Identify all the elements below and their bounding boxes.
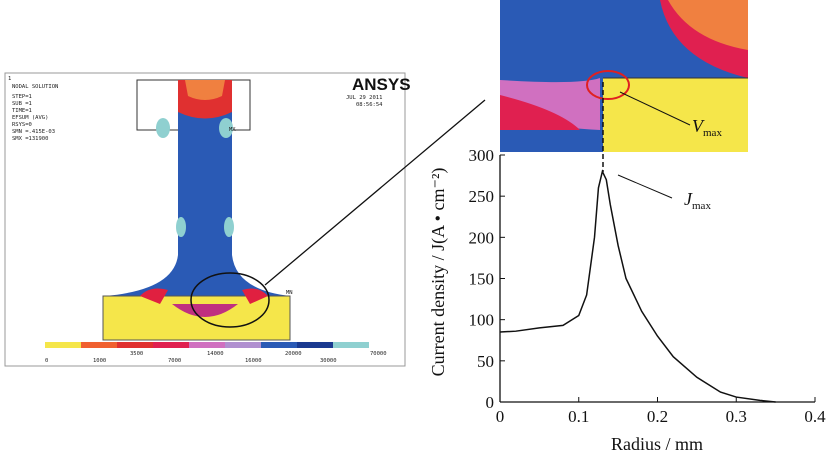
corner-spot <box>176 217 186 237</box>
colorbar <box>45 342 369 348</box>
body: {"ansys": {"index": "1", "title": "NODAL… <box>0 0 830 461</box>
colorbar-label: 1000 <box>93 358 106 364</box>
plot-title: NODAL SOLUTION <box>12 84 58 90</box>
x-tick-label: 0.3 <box>726 407 747 426</box>
x-axis-label: Radius / mm <box>611 434 703 454</box>
page: body { margin: 0; width: 830px; height: … <box>0 0 830 461</box>
info-line: TIME=1 <box>12 108 32 114</box>
colorbar-label: 7000 <box>168 358 181 364</box>
subscript: max <box>692 200 711 212</box>
jmax-leader <box>618 175 672 198</box>
info-line: SUB =1 <box>12 101 32 107</box>
info-line: EFSUM (AVG) <box>12 115 48 121</box>
colorbar-label: 3500 <box>130 351 143 357</box>
y-tick-label: 0 <box>486 393 495 412</box>
y-tick-label: 300 <box>469 146 495 165</box>
x-tick-label: 0.4 <box>804 407 826 426</box>
info-line: STEP=1 <box>12 94 32 100</box>
info-line: RSYS=0 <box>12 122 32 128</box>
corner-spot <box>156 118 170 138</box>
substrate <box>103 296 290 340</box>
y-tick-label: 50 <box>477 352 494 371</box>
colorbar-label: 14000 <box>207 351 224 357</box>
swatch <box>333 342 369 348</box>
info-line: SMN =.415E-03 <box>12 129 55 135</box>
y-tick-label: 200 <box>469 228 495 247</box>
max-marker: MX <box>229 127 236 133</box>
x-tick-label: 0.1 <box>568 407 589 426</box>
y-tick-label: 100 <box>469 311 495 330</box>
swatch <box>261 342 297 348</box>
colorbar-label: 16000 <box>245 358 262 364</box>
inset-substrate <box>603 78 748 152</box>
colorbar-label: 20000 <box>285 351 302 357</box>
y-tick-label: 250 <box>469 187 495 206</box>
min-marker: MN <box>286 290 293 296</box>
swatch <box>297 342 333 348</box>
info-line: SMX =131900 <box>12 136 48 142</box>
time: 08:56:54 <box>356 102 383 108</box>
swatch <box>153 342 189 348</box>
y-axis-label: Current density / J(A • cm⁻²) <box>428 168 449 377</box>
date: JUL 29 2011 <box>346 95 382 101</box>
figure: 1 NODAL SOLUTION STEP=1SUB =1TIME=1EFSUM… <box>0 0 830 461</box>
jmax-label: Jmax <box>684 189 711 212</box>
x-tick-label: 0 <box>496 407 505 426</box>
colorbar-label: 0 <box>45 358 48 364</box>
hot-core <box>185 80 225 100</box>
subscript: max <box>703 127 722 139</box>
colorbar-label: 30000 <box>320 358 337 364</box>
swatch <box>81 342 117 348</box>
swatch <box>189 342 225 348</box>
corner-spot <box>224 217 234 237</box>
swatch <box>45 342 81 348</box>
swatch <box>225 342 261 348</box>
data-line <box>500 171 776 402</box>
y-tick-label: 150 <box>469 270 495 289</box>
index: 1 <box>8 76 11 82</box>
swatch <box>117 342 153 348</box>
brand: ANSYS <box>352 75 411 94</box>
colorbar-label: 70000 <box>370 351 387 357</box>
x-tick-label: 0.2 <box>647 407 668 426</box>
